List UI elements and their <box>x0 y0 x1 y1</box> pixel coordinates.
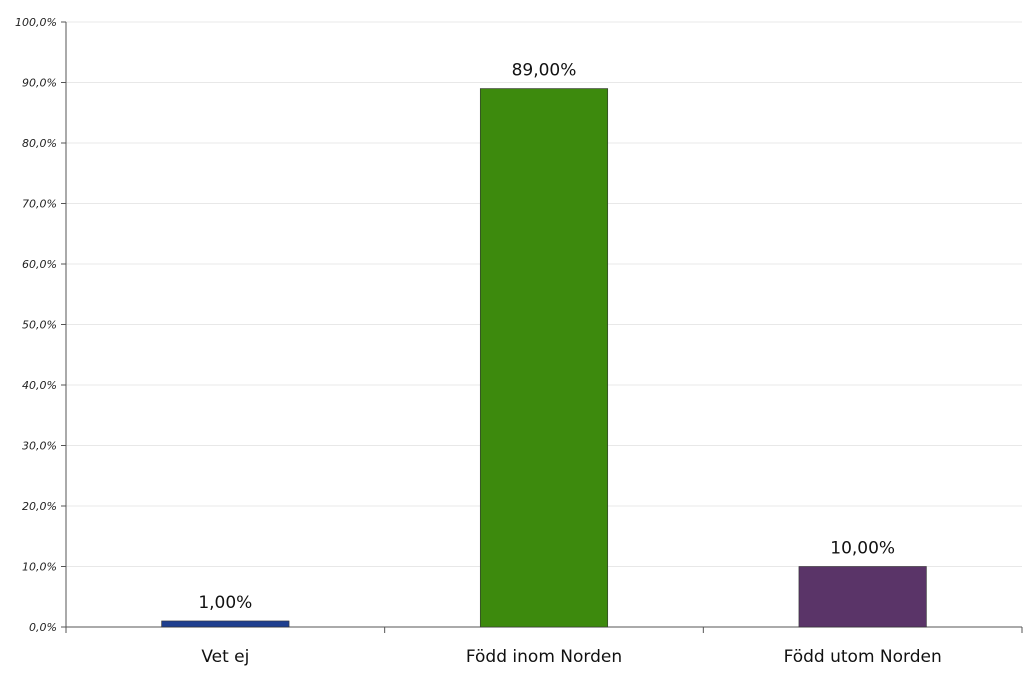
bar <box>161 620 290 628</box>
labels: 0,0% 10,0% 20,0% 30,0% 40,0% 50,0% 60,0% 70,0% 8… <box>15 16 942 667</box>
x-tick-label: Född utom Norden <box>784 647 942 667</box>
bar <box>479 88 609 628</box>
y-tick-label: 90,0% <box>22 77 57 90</box>
y-tick-label: 70,0% <box>22 198 57 211</box>
x-tick-label: Född inom Norden <box>466 647 622 667</box>
data-label: 10,00% <box>830 539 895 559</box>
y-tick-label: 60,0% <box>22 258 57 271</box>
bars <box>161 88 927 628</box>
bar <box>798 566 927 628</box>
y-tick-label: 0,0% <box>29 621 57 634</box>
x-tick-label: Vet ej <box>201 647 249 667</box>
y-tick-label: 20,0% <box>22 500 57 513</box>
y-tick-label: 30,0% <box>22 440 57 453</box>
y-tick-label: 10,0% <box>22 561 57 574</box>
data-label: 89,00% <box>512 61 577 81</box>
y-tick-label: 50,0% <box>22 319 57 332</box>
y-tick-label: 40,0% <box>22 379 57 392</box>
y-tick-label: 100,0% <box>15 16 57 29</box>
data-label: 1,00% <box>198 593 252 613</box>
y-tick-label: 80,0% <box>22 137 57 150</box>
